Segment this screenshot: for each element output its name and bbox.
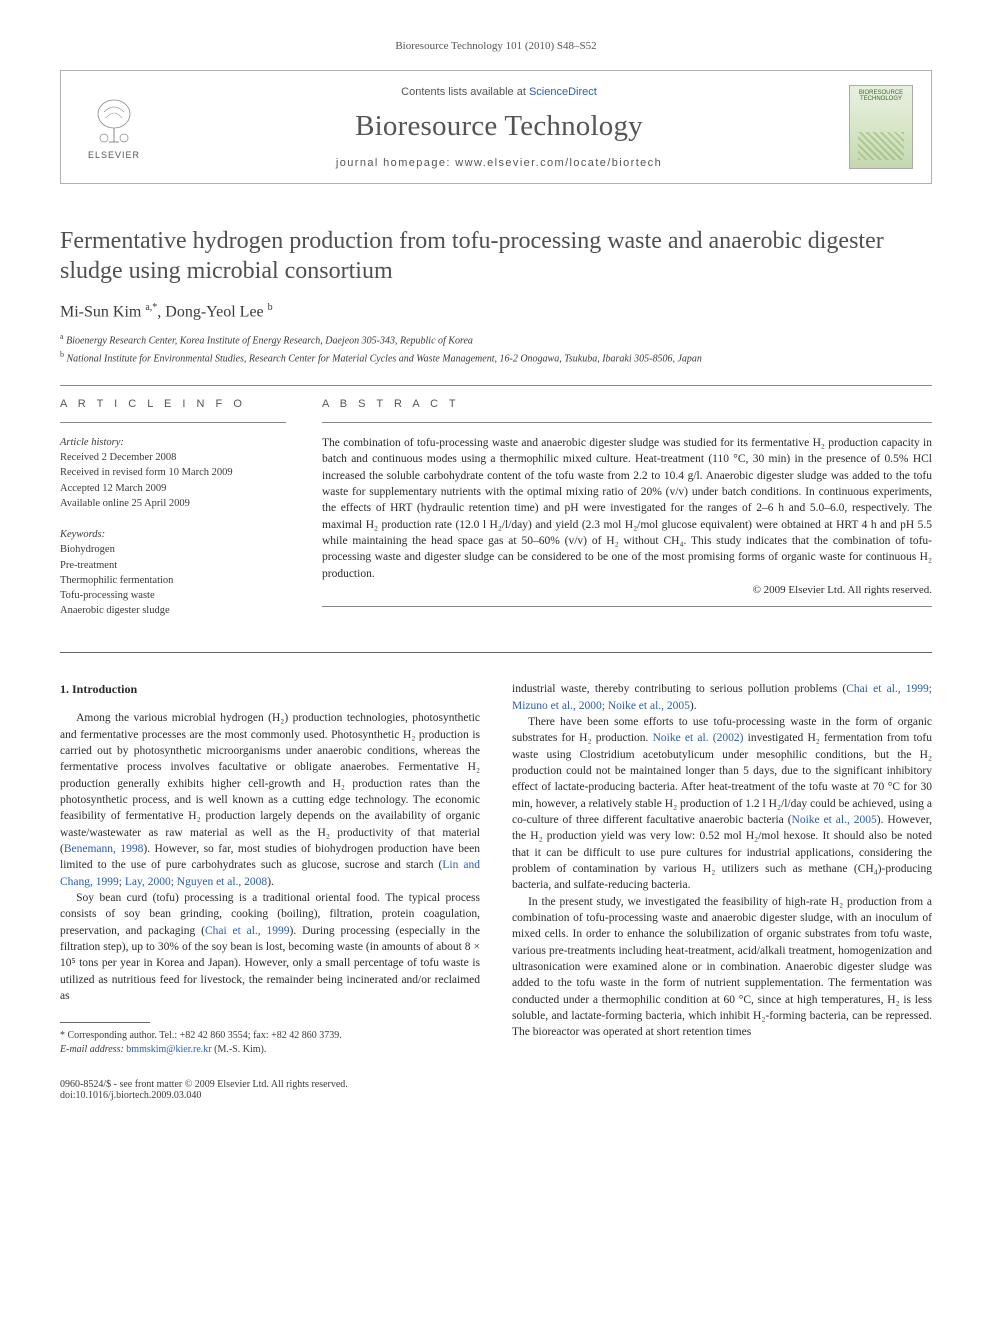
abstract-text: The combination of tofu-processing waste… (322, 435, 932, 582)
separator-rule (60, 385, 932, 386)
keyword-line: Anaerobic digester sludge (60, 603, 286, 618)
keyword-line: Pre-treatment (60, 558, 286, 573)
footer-front-matter: 0960-8524/$ - see front matter © 2009 El… (60, 1079, 348, 1090)
abstract-label: A B S T R A C T (322, 398, 932, 410)
body-paragraph: industrial waste, thereby contributing t… (512, 681, 932, 714)
affiliation-line: b National Institute for Environmental S… (60, 349, 932, 367)
sciencedirect-link[interactable]: ScienceDirect (529, 86, 597, 98)
history-line: Received in revised form 10 March 2009 (60, 465, 286, 480)
abstract-copyright: © 2009 Elsevier Ltd. All rights reserved… (322, 584, 932, 596)
citation-link[interactable]: Noike et al., 2005 (792, 814, 877, 826)
affiliations: a Bioenergy Research Center, Korea Insti… (60, 331, 932, 367)
body-paragraph: Among the various microbial hydrogen (H₂… (60, 710, 480, 890)
abstract-column: A B S T R A C T The combination of tofu-… (322, 398, 932, 634)
article-history-block: Article history: Received 2 December 200… (60, 435, 286, 511)
body-paragraph: There have been some efforts to use tofu… (512, 714, 932, 894)
keywords-block: Keywords: BiohydrogenPre-treatmentThermo… (60, 527, 286, 618)
citation-link[interactable]: Benemann, 1998 (64, 843, 144, 855)
article-info-label: A R T I C L E I N F O (60, 398, 286, 410)
footer-doi: doi:10.1016/j.biortech.2009.03.040 (60, 1090, 348, 1101)
authors-line: Mi-Sun Kim a,*, Dong-Yeol Lee b (60, 302, 932, 321)
corresponding-email-link[interactable]: bmmskim@kier.re.kr (126, 1044, 211, 1055)
contents-available-line: Contents lists available at ScienceDirec… (149, 86, 849, 98)
body-paragraph: Soy bean curd (tofu) processing is a tra… (60, 890, 480, 1004)
history-heading: Article history: (60, 435, 286, 450)
publisher-logo: ELSEVIER (79, 87, 149, 167)
separator-rule-thick (60, 652, 932, 653)
journal-homepage: journal homepage: www.elsevier.com/locat… (149, 157, 849, 169)
elsevier-tree-icon (89, 94, 139, 148)
section-heading-introduction: 1. Introduction (60, 681, 480, 698)
keyword-line: Biohydrogen (60, 542, 286, 557)
history-line: Accepted 12 March 2009 (60, 481, 286, 496)
footnote-line: * Corresponding author. Tel.: +82 42 860… (60, 1029, 480, 1043)
separator-rule (322, 422, 932, 423)
separator-rule (322, 606, 932, 607)
history-line: Received 2 December 2008 (60, 450, 286, 465)
article-title: Fermentative hydrogen production from to… (60, 226, 932, 286)
footnote-separator (60, 1022, 150, 1023)
keyword-line: Thermophilic fermentation (60, 573, 286, 588)
keyword-line: Tofu-processing waste (60, 588, 286, 603)
separator-rule (60, 422, 286, 423)
corresponding-author-footnote: * Corresponding author. Tel.: +82 42 860… (60, 1029, 480, 1057)
journal-cover-thumbnail: BIORESOURCE TECHNOLOGY (849, 85, 913, 169)
email-label: E-mail address: (60, 1044, 124, 1055)
history-line: Available online 25 April 2009 (60, 496, 286, 511)
body-paragraph: In the present study, we investigated th… (512, 894, 932, 1041)
running-head: Bioresource Technology 101 (2010) S48–S5… (60, 40, 932, 52)
email-attribution: (M.-S. Kim). (214, 1044, 266, 1055)
publisher-name: ELSEVIER (88, 150, 140, 160)
article-body: 1. Introduction Among the various microb… (60, 681, 932, 1057)
journal-banner: ELSEVIER Contents lists available at Sci… (60, 70, 932, 184)
page-footer: 0960-8524/$ - see front matter © 2009 El… (60, 1079, 932, 1101)
citation-link[interactable]: Chai et al., 1999 (205, 925, 290, 937)
affiliation-line: a Bioenergy Research Center, Korea Insti… (60, 331, 932, 349)
article-info-column: A R T I C L E I N F O Article history: R… (60, 398, 286, 634)
cover-label: BIORESOURCE TECHNOLOGY (859, 90, 903, 102)
contents-prefix: Contents lists available at (401, 86, 529, 98)
keywords-heading: Keywords: (60, 527, 286, 542)
journal-name: Bioresource Technology (149, 110, 849, 143)
citation-link[interactable]: Noike et al. (2002) (653, 732, 744, 744)
